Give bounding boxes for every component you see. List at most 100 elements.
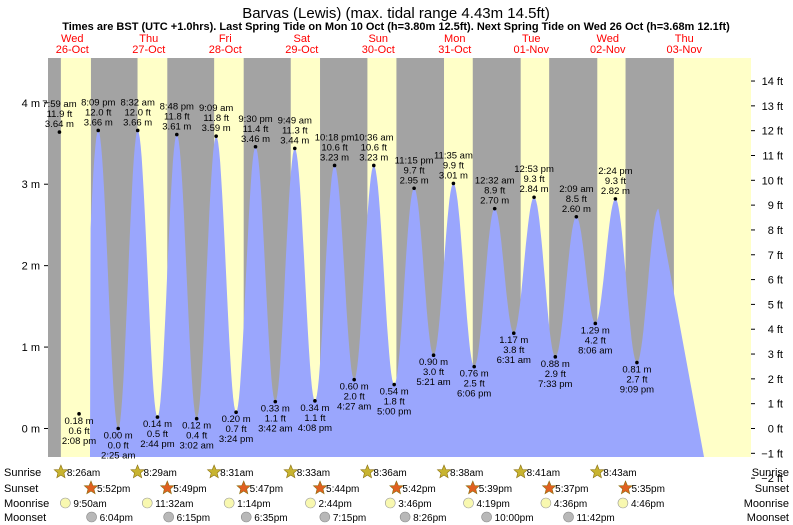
footer-row-label-right: Moonrise bbox=[744, 498, 789, 510]
tide-label-line: 10.6 ft bbox=[361, 142, 388, 153]
moonset-time: 10:00pm bbox=[495, 513, 534, 524]
sunrise-icon bbox=[130, 464, 145, 479]
tide-label-line: 8:09 pm bbox=[81, 97, 115, 108]
tide-label-line: 3.23 m bbox=[359, 152, 388, 163]
day-name: Mon bbox=[444, 33, 465, 45]
tide-point bbox=[273, 399, 278, 404]
moonrise-time: 11:32am bbox=[155, 499, 193, 510]
tide-label-line: 3.0 ft bbox=[423, 367, 444, 378]
y-tick-label: 4 m bbox=[22, 98, 40, 110]
y-tick-label-ft: −1 ft bbox=[761, 448, 783, 460]
moonset-icon bbox=[86, 511, 97, 523]
sunrise-icon bbox=[283, 464, 299, 479]
moonrise-icon bbox=[540, 497, 552, 509]
sunset-time: 5:37pm bbox=[555, 484, 588, 495]
tide-label-line: 2.5 ft bbox=[464, 379, 485, 390]
tide-label-line: 11.8 ft bbox=[164, 112, 190, 123]
y-tick-label: 2 m bbox=[22, 261, 40, 273]
tide-label-line: 0.54 m bbox=[380, 387, 409, 398]
sunrise-time: 8:31am bbox=[220, 468, 253, 479]
moonset-icon bbox=[319, 511, 331, 523]
moonrise-icon bbox=[384, 497, 396, 509]
tide-label-line: 0.18 m bbox=[65, 416, 94, 427]
tide-label-line: 2:25 am bbox=[101, 451, 135, 462]
sunset-icon bbox=[389, 480, 404, 495]
day-date: 30-Oct bbox=[362, 44, 395, 56]
tide-point bbox=[451, 181, 456, 186]
sunrise-icon bbox=[206, 464, 222, 479]
tide-label-line: 1.29 m bbox=[581, 325, 610, 336]
y-axis-metres: 0 m 1 m 2 m 3 m 4 m bbox=[22, 98, 48, 436]
sunset-icon bbox=[236, 480, 252, 495]
tide-point bbox=[57, 130, 62, 134]
tide-label-line: 8.5 ft bbox=[566, 194, 587, 205]
day-date: 27-Oct bbox=[132, 44, 165, 56]
sunrise-time: 8:36am bbox=[373, 468, 406, 479]
sunset-time: 5:47pm bbox=[250, 484, 283, 495]
day-name: Wed bbox=[597, 33, 619, 45]
tide-point bbox=[492, 206, 497, 211]
moonrise-icon bbox=[60, 497, 71, 509]
tide-label-line: 3.01 m bbox=[439, 170, 468, 181]
sunrise-time: 8:33am bbox=[297, 468, 330, 479]
tide-label-line: 1.8 ft bbox=[384, 397, 405, 408]
tide-area bbox=[89, 130, 704, 457]
tide-point bbox=[472, 364, 476, 369]
y-tick-label-ft: 9 ft bbox=[768, 200, 783, 212]
tide-label-line: 3.46 m bbox=[241, 134, 270, 145]
tide-label-line: 8:06 am bbox=[578, 345, 612, 356]
tide-point bbox=[613, 197, 618, 201]
sun-moon-footer: Sunrise Sunrise Sunset Sunset Moonrise Moonri… bbox=[4, 464, 789, 524]
tide-label-line: 0.88 m bbox=[541, 359, 570, 370]
low-tide-label: 0.14 m0.5 ft2:44 pm bbox=[140, 419, 174, 450]
moonrise-icon bbox=[617, 497, 629, 509]
tide-label-line: 3.23 m bbox=[320, 152, 349, 163]
tide-label-line: 9.3 ft bbox=[524, 174, 545, 185]
tide-point bbox=[532, 195, 536, 200]
tide-label-line: 0.76 m bbox=[460, 369, 489, 380]
tide-label-line: 4:08 pm bbox=[298, 423, 332, 434]
tide-label-line: 1.17 m bbox=[499, 335, 528, 346]
moonset-time: 11:42pm bbox=[577, 513, 615, 524]
day-name: Sun bbox=[368, 33, 388, 45]
moonrise-time: 1:14pm bbox=[237, 499, 270, 510]
y-tick-label: 3 m bbox=[22, 179, 40, 191]
tide-label-line: 4:27 am bbox=[337, 402, 371, 413]
tide-label-line: 0.4 ft bbox=[186, 431, 207, 442]
tide-label-line: 3.44 m bbox=[280, 135, 309, 146]
tide-point bbox=[96, 128, 101, 133]
tide-label-line: 8:48 pm bbox=[160, 102, 194, 113]
moonrise-time: 4:19pm bbox=[477, 499, 510, 510]
moonset-icon bbox=[163, 511, 174, 523]
low-tide-label: 0.76 m2.5 ft6:06 pm bbox=[457, 369, 491, 400]
tide-label-line: 0.33 m bbox=[261, 404, 290, 415]
tide-point bbox=[392, 382, 396, 387]
tide-label-line: 3:42 am bbox=[258, 424, 292, 435]
low-tide-label: 0.90 m3.0 ft5:21 am bbox=[416, 357, 450, 388]
sunset-time: 5:35pm bbox=[632, 484, 665, 495]
y-tick-label-ft: 13 ft bbox=[762, 101, 783, 113]
y-tick-label-ft: 8 ft bbox=[768, 225, 783, 237]
tide-label-line: 2.84 m bbox=[520, 184, 549, 195]
y-tick-label-ft: 1 ft bbox=[768, 399, 783, 411]
sunrise-icon bbox=[360, 464, 375, 479]
tide-label-line: 11.8 ft bbox=[203, 113, 229, 124]
low-tide-label: 0.60 m2.0 ft4:27 am bbox=[337, 382, 371, 413]
sunset-time: 5:44pm bbox=[326, 484, 359, 495]
tide-label-line: 12.0 ft bbox=[124, 107, 151, 118]
day-date: 28-Oct bbox=[209, 44, 242, 56]
tide-label-line: 0.34 m bbox=[300, 403, 329, 414]
day-date: 03-Nov bbox=[667, 44, 703, 56]
sunrise-time: 8:38am bbox=[450, 468, 483, 479]
footer-row-label-right: Sunrise bbox=[752, 467, 789, 479]
low-tide-label: 0.33 m1.1 ft3:42 am bbox=[258, 404, 292, 435]
day-headers: Wed26-OctThu27-OctFri28-OctSat29-OctSun3… bbox=[56, 33, 703, 56]
tide-label-line: 10.6 ft bbox=[321, 142, 348, 153]
tide-point bbox=[214, 134, 218, 138]
day-name: Thu bbox=[139, 33, 158, 45]
tide-label-line: 5:21 am bbox=[416, 377, 450, 388]
